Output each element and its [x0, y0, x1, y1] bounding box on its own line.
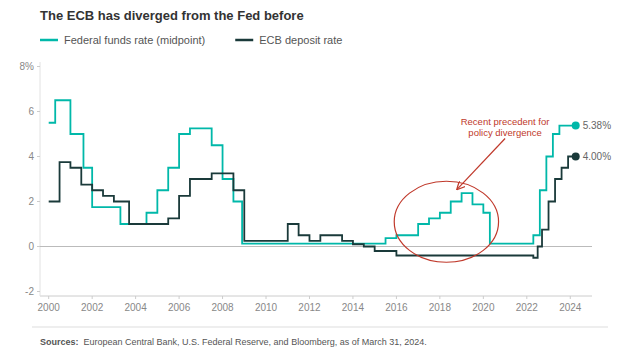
annotation-ellipse	[394, 181, 498, 262]
plot-area	[49, 100, 580, 258]
annotation-line: Recent precedent for	[461, 116, 550, 127]
y-tick	[37, 246, 40, 247]
x-tick-label: 2012	[298, 302, 321, 313]
x-tick-label: 2006	[168, 302, 191, 313]
x-tick-label: 2024	[559, 302, 582, 313]
x-tick-label: 2000	[38, 302, 61, 313]
x-tick	[396, 296, 397, 299]
end-labels: 5.38% 4.00%	[583, 120, 611, 162]
source: Sources: European Central Bank, U.S. Fede…	[40, 337, 427, 347]
title: The ECB has diverged from the Fed before	[40, 8, 304, 23]
x-tick-label: 2014	[342, 302, 365, 313]
x-tick	[266, 296, 267, 299]
x-tick-label: 2022	[516, 302, 539, 313]
x-tick	[179, 296, 180, 299]
x-tick	[352, 296, 353, 299]
legend-swatch	[235, 39, 253, 42]
x-tick-label: 2008	[211, 302, 234, 313]
legend-label: Federal funds rate (midpoint)	[64, 34, 205, 46]
x-tick	[135, 296, 136, 299]
source-text: European Central Bank, U.S. Federal Rese…	[84, 337, 427, 347]
x-tick	[483, 296, 484, 299]
y-tick	[37, 156, 40, 157]
end-dot	[572, 153, 580, 161]
series-line	[49, 100, 576, 243]
x-tick-label: 2016	[385, 302, 408, 313]
separator	[32, 327, 608, 328]
y-tick	[37, 66, 40, 67]
source-label: Sources:	[40, 337, 79, 347]
legend-label: ECB deposit rate	[259, 34, 342, 46]
chart-svg: The ECB has diverged from the Fed before…	[0, 0, 640, 361]
end-label: 4.00%	[583, 151, 611, 162]
x-axis-line	[40, 296, 592, 297]
x-tick	[48, 296, 49, 299]
x-tick	[309, 296, 310, 299]
y-tick	[37, 111, 40, 112]
y-tick-label: 4	[28, 151, 34, 162]
y-tick-label: 2	[28, 196, 34, 207]
y-tick-label: -2	[25, 286, 34, 297]
series-line	[49, 157, 576, 258]
chart-container: The ECB has diverged from the Fed before…	[0, 0, 640, 361]
x-tick-label: 2018	[429, 302, 452, 313]
legend-swatch	[40, 39, 58, 42]
annotation-line: policy divergence	[468, 127, 541, 138]
x-tick	[92, 296, 93, 299]
x-tick	[222, 296, 223, 299]
y-tick-label: 8%	[20, 61, 35, 72]
y-tick-label: 6	[28, 106, 34, 117]
y-tick	[37, 291, 40, 292]
x-tick-label: 2004	[124, 302, 147, 313]
y-tick	[37, 201, 40, 202]
annotation-text: Recent precedent forpolicy divergence	[461, 116, 550, 138]
zero-line	[40, 246, 592, 247]
x-tick-label: 2010	[255, 302, 278, 313]
x-tick	[570, 296, 571, 299]
x-tick-label: 2002	[81, 302, 104, 313]
x-tick	[439, 296, 440, 299]
x-tick-label: 2020	[472, 302, 495, 313]
end-label: 5.38%	[583, 120, 611, 131]
x-tick	[526, 296, 527, 299]
y-axis-line	[40, 62, 41, 296]
end-dot	[572, 122, 580, 130]
y-tick-label: 0	[28, 241, 34, 252]
annotation-arrow	[457, 139, 505, 190]
